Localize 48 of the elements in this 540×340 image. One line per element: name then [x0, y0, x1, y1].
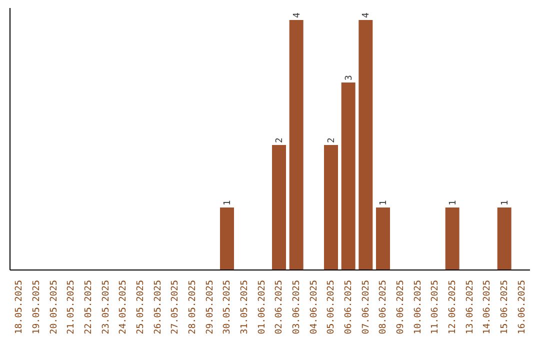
- x-tick-label: 22.05.2025: [84, 280, 94, 334]
- data-label: 1: [500, 200, 510, 206]
- x-tick-label: 05.06.2025: [326, 280, 337, 334]
- x-tick-label: 16.06.2025: [517, 280, 528, 334]
- x-tick-label: 14.06.2025: [482, 280, 493, 334]
- x-tick-label: 29.05.2025: [205, 280, 216, 334]
- data-label: 2: [275, 138, 285, 143]
- bar: [376, 208, 390, 270]
- x-tick-label: 19.05.2025: [32, 280, 42, 334]
- x-tick-label: 15.06.2025: [500, 280, 510, 334]
- x-tick-label: 21.05.2025: [66, 280, 77, 334]
- x-tick-label: 10.06.2025: [413, 280, 424, 334]
- bar: [324, 145, 338, 270]
- x-tick-label: 26.05.2025: [153, 280, 164, 334]
- data-label: 2: [327, 138, 337, 143]
- data-label: 1: [448, 200, 458, 206]
- data-label: 4: [292, 12, 302, 18]
- x-tick-label: 24.05.2025: [118, 280, 129, 334]
- data-label: 1: [379, 200, 389, 206]
- x-tick-label: 31.05.2025: [240, 280, 250, 334]
- x-tick-label: 27.05.2025: [170, 280, 181, 334]
- x-tick-label: 07.06.2025: [361, 280, 372, 334]
- x-tick-label: 12.06.2025: [448, 280, 458, 334]
- x-tick-label: 23.05.2025: [101, 280, 112, 334]
- x-tick-label: 25.05.2025: [136, 280, 146, 334]
- data-label: 1: [223, 200, 233, 206]
- x-tick-label: 13.06.2025: [465, 280, 476, 334]
- x-tick-label: 20.05.2025: [49, 280, 60, 334]
- bar: [341, 82, 356, 270]
- x-tick-label: 28.05.2025: [188, 280, 198, 334]
- bar: [497, 208, 512, 270]
- bar: [272, 145, 286, 270]
- x-tick-label: 11.06.2025: [430, 280, 441, 334]
- data-label: 3: [344, 75, 354, 80]
- x-tick-label: 04.06.2025: [309, 280, 320, 334]
- bar: [445, 208, 460, 270]
- x-tick-label: 18.05.2025: [14, 280, 25, 334]
- x-tick-label: 02.06.2025: [274, 280, 285, 334]
- x-tick-label: 03.06.2025: [292, 280, 302, 334]
- x-tick-label: 30.05.2025: [222, 280, 233, 334]
- bar: [358, 20, 373, 270]
- x-tick-label: 01.06.2025: [257, 280, 268, 334]
- bar: [220, 208, 234, 270]
- x-tick-label: 08.06.2025: [378, 280, 389, 334]
- x-tick-label: 06.06.2025: [344, 280, 354, 334]
- data-label: 4: [362, 12, 372, 18]
- x-tick-label: 09.06.2025: [396, 280, 406, 334]
- bar: [289, 20, 304, 270]
